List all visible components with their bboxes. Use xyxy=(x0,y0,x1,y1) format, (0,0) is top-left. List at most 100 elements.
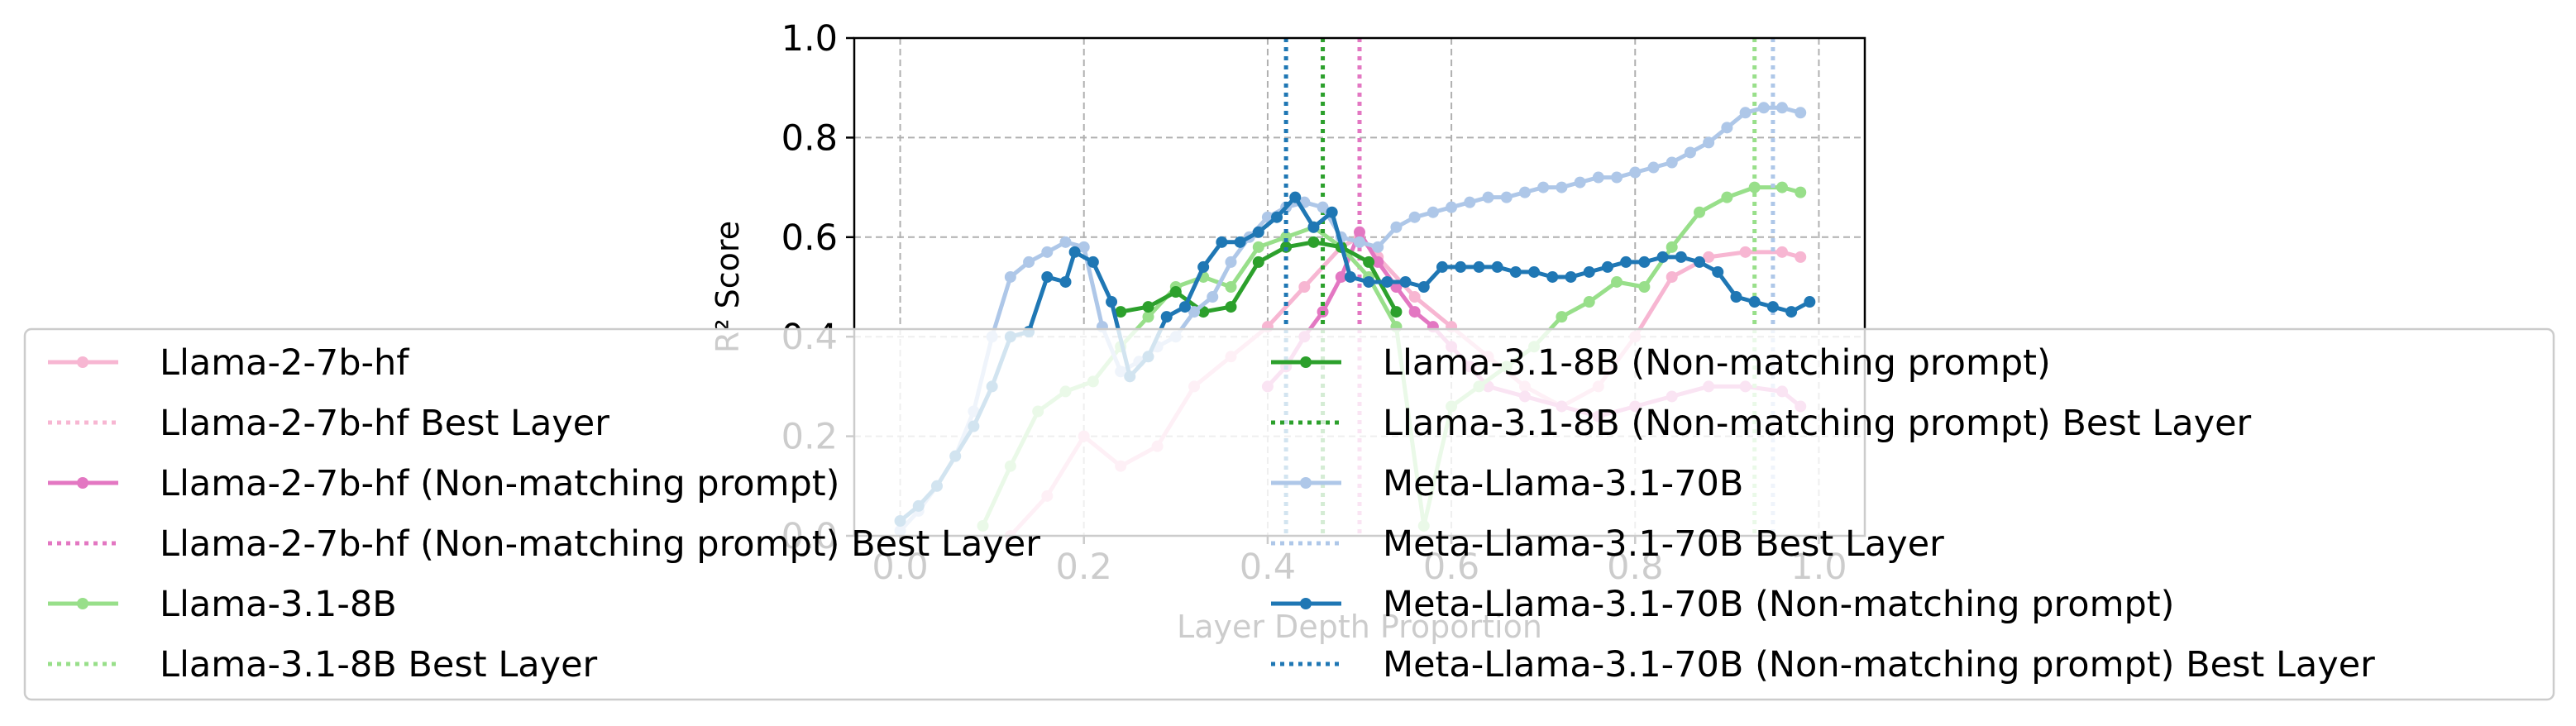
data-point xyxy=(1455,260,1467,273)
data-point xyxy=(1427,206,1439,218)
data-point xyxy=(1473,260,1485,273)
data-point xyxy=(1354,236,1365,248)
data-point xyxy=(1372,256,1384,268)
data-point xyxy=(1611,275,1623,288)
data-point xyxy=(1528,265,1541,278)
legend-box xyxy=(23,327,2555,701)
data-point xyxy=(1188,306,1201,318)
data-point xyxy=(1601,260,1613,273)
data-point xyxy=(1694,256,1706,268)
data-point xyxy=(1666,156,1678,169)
data-point xyxy=(1638,256,1651,268)
legend-label: Llama-2-7b-hf Best Layer xyxy=(160,403,609,444)
legend-item: Meta-Llama-3.1-70B (Non-matching prompt) xyxy=(1271,584,2174,625)
data-point xyxy=(1059,275,1072,288)
data-point xyxy=(1390,306,1403,318)
data-point xyxy=(1804,296,1816,308)
data-point xyxy=(1748,296,1761,308)
y-tick-label: 0.6 xyxy=(781,217,838,259)
data-point xyxy=(1335,270,1347,283)
data-point xyxy=(1795,251,1807,263)
data-point xyxy=(1234,236,1246,248)
data-point xyxy=(1785,306,1798,318)
legend-item: Llama-2-7b-hf Best Layer xyxy=(48,403,609,444)
data-point xyxy=(1620,256,1632,268)
data-point xyxy=(1757,102,1770,114)
data-point xyxy=(1169,286,1182,299)
legend-item: Llama-2-7b-hf (Non-matching prompt) Best… xyxy=(48,523,1040,565)
data-point xyxy=(1289,191,1302,203)
data-point xyxy=(1629,166,1642,179)
data-point xyxy=(1730,291,1742,303)
legend-item: Llama-2-7b-hf xyxy=(48,342,409,384)
y-tick-label: 0.8 xyxy=(781,117,838,159)
data-point xyxy=(1509,265,1522,278)
data-point xyxy=(1694,206,1706,218)
data-point xyxy=(1207,291,1219,303)
data-point xyxy=(1638,281,1651,293)
legend-label: Meta-Llama-3.1-70B Best Layer xyxy=(1383,523,1944,565)
data-point xyxy=(1537,181,1550,193)
data-point xyxy=(1583,265,1595,278)
data-point xyxy=(1656,251,1669,263)
data-point xyxy=(1363,275,1375,288)
legend-label: Llama-3.1-8B Best Layer xyxy=(160,644,598,685)
legend-label: Meta-Llama-3.1-70B (Non-matching prompt)… xyxy=(1383,644,2375,685)
data-point xyxy=(1372,241,1384,253)
data-point xyxy=(1583,296,1595,308)
data-point xyxy=(1408,291,1421,303)
data-point xyxy=(1766,301,1779,313)
data-point xyxy=(1565,270,1577,283)
data-point xyxy=(1482,191,1494,203)
data-point xyxy=(1464,196,1476,208)
data-point xyxy=(1712,265,1724,278)
legend-label: Meta-Llama-3.1-70B xyxy=(1383,463,1743,504)
data-point xyxy=(1721,122,1733,134)
legend-marker xyxy=(1300,477,1312,489)
legend-label: Llama-3.1-8B xyxy=(160,584,397,625)
data-point xyxy=(1795,107,1807,119)
data-point xyxy=(1087,256,1099,268)
legend-item: Meta-Llama-3.1-70B (Non-matching prompt)… xyxy=(1271,644,2375,685)
data-point xyxy=(1326,206,1338,218)
legend-label: Llama-3.1-8B (Non-matching prompt) xyxy=(1383,342,2051,384)
data-point xyxy=(1280,231,1293,243)
data-point xyxy=(1271,211,1283,223)
legend-item: Meta-Llama-3.1-70B xyxy=(1271,463,1743,504)
data-point xyxy=(1500,191,1513,203)
data-point xyxy=(1363,256,1375,268)
data-point xyxy=(1068,246,1081,258)
legend-marker xyxy=(1300,356,1312,368)
data-point xyxy=(1703,136,1715,149)
data-point xyxy=(1647,161,1660,174)
data-point xyxy=(1317,201,1329,213)
legend: Llama-2-7b-hf Llama-2-7b-hf Best Layer Lla… xyxy=(23,327,2555,701)
data-point xyxy=(1225,301,1237,313)
data-point xyxy=(1556,181,1568,193)
data-point xyxy=(1142,301,1154,313)
legend-label: Llama-2-7b-hf xyxy=(160,342,409,384)
data-point xyxy=(1408,306,1421,318)
data-point xyxy=(1225,281,1237,293)
data-point xyxy=(1041,246,1054,258)
data-point xyxy=(1436,260,1448,273)
legend-label: Llama-2-7b-hf (Non-matching prompt) xyxy=(160,463,839,504)
legend-label: Meta-Llama-3.1-70B (Non-matching prompt) xyxy=(1383,584,2174,625)
data-point xyxy=(1592,171,1604,184)
data-point xyxy=(1675,251,1687,263)
data-point xyxy=(1408,211,1421,223)
data-point xyxy=(1795,186,1807,198)
legend-item: Llama-3.1-8B xyxy=(48,584,397,625)
data-point xyxy=(1399,275,1412,288)
data-point xyxy=(1381,275,1393,288)
data-point xyxy=(1491,260,1503,273)
data-point xyxy=(1252,226,1264,238)
data-point xyxy=(1546,270,1559,283)
data-point xyxy=(1225,256,1237,268)
data-point xyxy=(1446,201,1458,213)
data-point xyxy=(1739,107,1752,119)
data-point xyxy=(1298,281,1311,293)
data-point xyxy=(1666,270,1678,283)
legend-label: Llama-3.1-8B (Non-matching prompt) Best … xyxy=(1383,403,2252,444)
data-point xyxy=(1611,171,1623,184)
